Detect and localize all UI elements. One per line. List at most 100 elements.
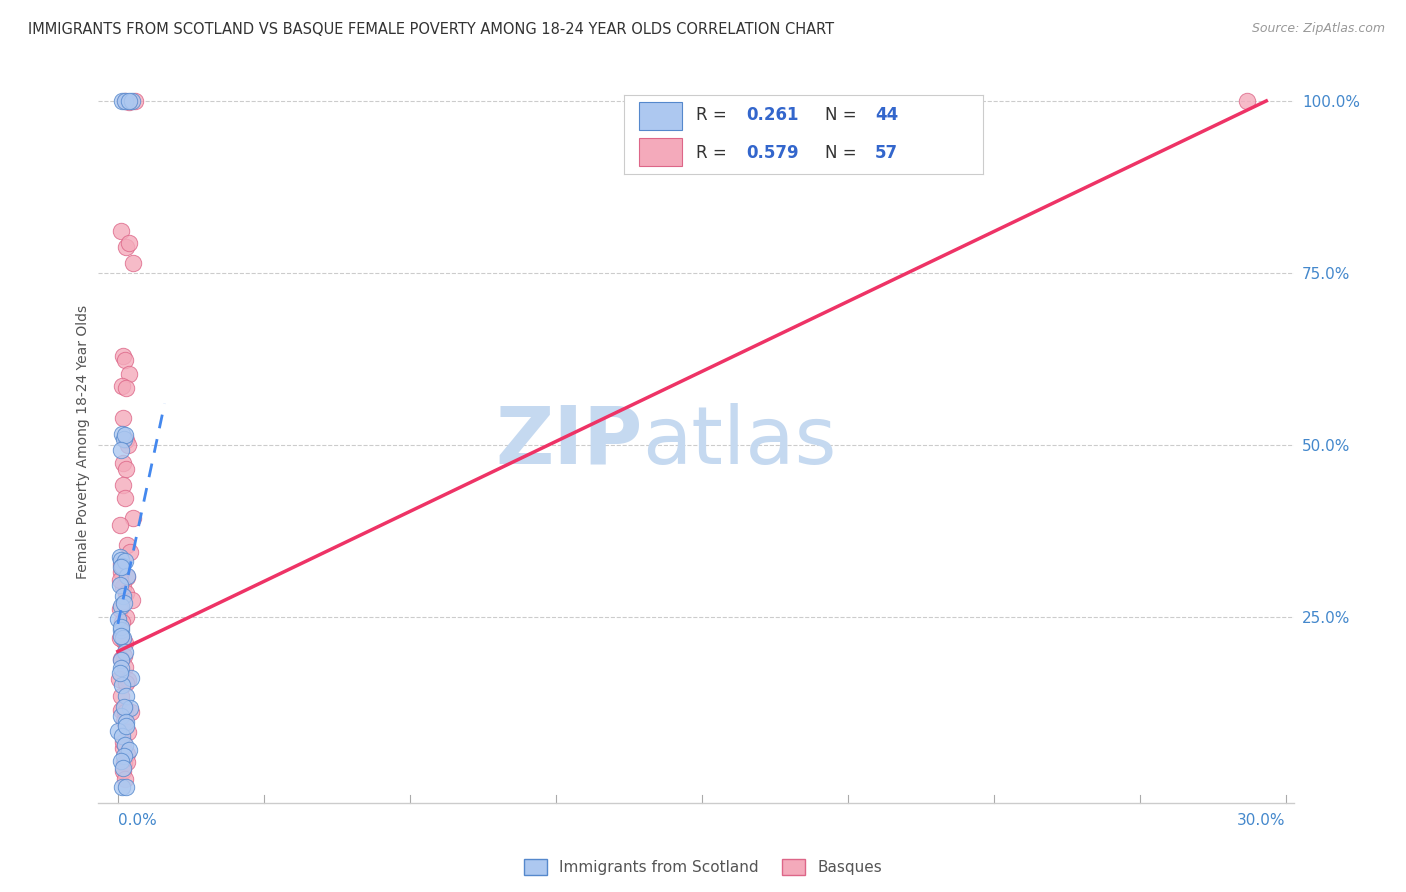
Point: [115, 381, 138, 395]
Point: [111, 631, 134, 645]
Point: [121, 510, 143, 524]
Point: [110, 557, 132, 571]
Point: [114, 705, 136, 719]
Point: [121, 94, 143, 108]
Point: [111, 478, 134, 492]
Point: [115, 569, 138, 583]
Point: [107, 724, 129, 739]
Point: [115, 780, 138, 794]
Point: [120, 700, 142, 714]
Point: [117, 438, 139, 452]
Point: [114, 636, 136, 650]
Point: [112, 597, 135, 611]
Point: [115, 461, 138, 475]
Point: [114, 554, 136, 568]
Point: [111, 734, 134, 748]
Point: [115, 719, 138, 733]
Point: [115, 675, 138, 690]
Point: [110, 517, 132, 532]
Point: [111, 589, 134, 603]
Point: [112, 749, 135, 764]
Point: [110, 573, 132, 587]
Text: IMMIGRANTS FROM SCOTLAND VS BASQUE FEMALE POVERTY AMONG 18-24 YEAR OLDS CORRELAT: IMMIGRANTS FROM SCOTLAND VS BASQUE FEMAL…: [28, 22, 834, 37]
Point: [114, 491, 136, 505]
Point: [114, 428, 136, 442]
Point: [114, 714, 136, 729]
Point: [110, 703, 132, 717]
Point: [118, 95, 141, 109]
Point: [118, 94, 141, 108]
Point: [110, 652, 132, 666]
Point: [110, 620, 132, 634]
Point: [112, 756, 135, 771]
Point: [124, 95, 146, 109]
Point: [114, 659, 136, 673]
Point: [107, 612, 129, 626]
Point: [114, 645, 136, 659]
Point: [110, 689, 132, 703]
Point: [112, 700, 135, 714]
Point: [110, 560, 132, 574]
Point: [111, 456, 134, 470]
Point: [115, 569, 138, 583]
Point: [117, 725, 139, 739]
Point: [111, 740, 134, 755]
Point: [112, 761, 135, 775]
Point: [114, 689, 136, 703]
Point: [111, 780, 134, 794]
Point: [111, 410, 134, 425]
Point: [108, 666, 131, 681]
Point: [115, 538, 138, 552]
Point: [110, 623, 132, 637]
Point: [111, 729, 134, 743]
Point: [117, 747, 139, 762]
Point: [110, 599, 132, 614]
Point: [112, 633, 135, 648]
Point: [110, 566, 132, 580]
Point: [121, 593, 143, 607]
Point: [110, 629, 132, 643]
Text: 0.0%: 0.0%: [118, 814, 156, 828]
Point: [111, 426, 134, 441]
Point: [108, 672, 131, 686]
Point: [115, 433, 138, 447]
Point: [112, 432, 135, 446]
Point: [117, 755, 139, 769]
Point: [111, 581, 134, 595]
Point: [112, 714, 135, 729]
Point: [110, 653, 132, 667]
Point: [111, 615, 134, 630]
Point: [118, 367, 141, 381]
Text: atlas: atlas: [643, 402, 837, 481]
Text: Source: ZipAtlas.com: Source: ZipAtlas.com: [1251, 22, 1385, 36]
Legend: Immigrants from Scotland, Basques: Immigrants from Scotland, Basques: [524, 860, 882, 875]
Point: [110, 94, 132, 108]
Point: [108, 578, 131, 592]
Point: [108, 602, 131, 616]
Point: [114, 94, 136, 108]
Point: [110, 553, 132, 567]
Point: [118, 742, 141, 756]
Point: [112, 764, 135, 778]
Point: [108, 631, 131, 645]
Point: [120, 671, 142, 685]
Point: [114, 352, 136, 367]
Point: [115, 586, 138, 600]
Point: [117, 673, 139, 687]
Point: [114, 772, 136, 786]
Point: [110, 443, 132, 458]
Point: [114, 610, 136, 624]
Point: [110, 661, 132, 675]
Point: [118, 235, 141, 250]
Point: [1236, 94, 1258, 108]
Point: [111, 349, 134, 363]
Point: [111, 379, 134, 393]
Point: [111, 558, 134, 573]
Point: [114, 240, 136, 254]
Point: [110, 709, 132, 723]
Point: [121, 256, 143, 270]
Point: [114, 94, 136, 108]
Point: [114, 739, 136, 753]
Point: [110, 755, 132, 769]
Point: [114, 701, 136, 715]
